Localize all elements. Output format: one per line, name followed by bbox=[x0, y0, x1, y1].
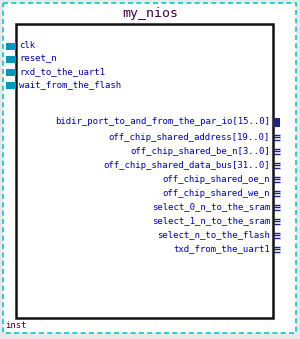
Bar bbox=[16, 24, 273, 318]
Text: rxd_to_the_uart1: rxd_to_the_uart1 bbox=[19, 67, 105, 77]
Text: clk: clk bbox=[19, 41, 35, 51]
Text: select_0_n_to_the_sram: select_0_n_to_the_sram bbox=[152, 202, 270, 212]
Text: off_chip_shared_oe_n: off_chip_shared_oe_n bbox=[163, 175, 270, 183]
Text: bidir_port_to_and_from_the_par_io[15..0]: bidir_port_to_and_from_the_par_io[15..0] bbox=[55, 118, 270, 126]
Text: off_chip_shared_data_bus[31..0]: off_chip_shared_data_bus[31..0] bbox=[103, 160, 270, 170]
Bar bbox=[6, 42, 16, 49]
Text: off_chip_shared_we_n: off_chip_shared_we_n bbox=[163, 188, 270, 198]
Text: off_chip_shared_address[19..0]: off_chip_shared_address[19..0] bbox=[109, 133, 270, 141]
Text: txd_from_the_uart1: txd_from_the_uart1 bbox=[173, 244, 270, 254]
Text: select_1_n_to_the_sram: select_1_n_to_the_sram bbox=[152, 217, 270, 225]
Bar bbox=[6, 81, 16, 88]
Text: wait_from_the_flash: wait_from_the_flash bbox=[19, 80, 121, 89]
Text: my_nios: my_nios bbox=[122, 6, 178, 20]
Bar bbox=[6, 68, 16, 76]
Bar bbox=[273, 118, 280, 126]
Text: reset_n: reset_n bbox=[19, 55, 57, 63]
Bar bbox=[6, 56, 16, 62]
Text: select_n_to_the_flash: select_n_to_the_flash bbox=[157, 231, 270, 239]
Text: inst: inst bbox=[5, 321, 26, 331]
Text: off_chip_shared_be_n[3..0]: off_chip_shared_be_n[3..0] bbox=[130, 146, 270, 156]
